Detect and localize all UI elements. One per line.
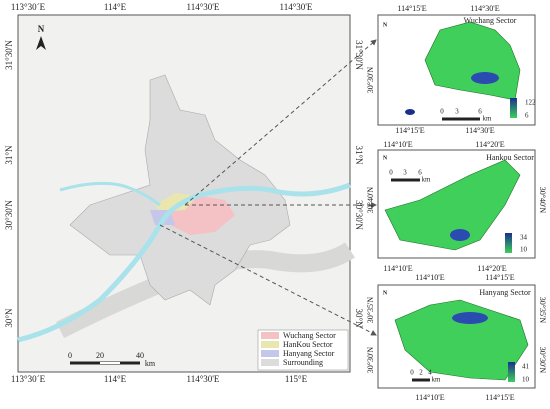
legend-label: Surrounding (283, 358, 323, 367)
lon-label: 114°E (104, 2, 127, 12)
lat-label: 30°N (354, 308, 364, 328)
lat-label: 31°N (4, 145, 14, 165)
scale-label: 0 (389, 169, 393, 177)
scale-unit: km (432, 376, 442, 384)
north-label: N (383, 290, 388, 296)
legend-min: 6 (525, 112, 529, 120)
lat-label: 30°30'N (366, 67, 375, 94)
scale-label: 3 (455, 108, 459, 116)
hotspot (452, 312, 488, 324)
scale-label: 0 (410, 369, 414, 377)
hanyang-raster (394, 299, 529, 381)
legend-label: HanKou Sector (283, 340, 333, 349)
lat-label: 30°30'N (366, 347, 375, 374)
lat-label: 30°30'N (4, 200, 14, 230)
surrounding-area (69, 74, 291, 306)
scale-label: 6 (478, 108, 482, 116)
lon-label: 114°10'E (383, 264, 412, 273)
inset-title: Hankou Sector (486, 153, 534, 162)
lat-label: 30°40'N (538, 187, 547, 214)
legend-min: 10 (522, 376, 530, 384)
lon-label: 113°30´E (11, 2, 46, 12)
leader-line (184, 39, 377, 206)
lon-label: 114°30'E (470, 4, 499, 13)
north-label: N (38, 24, 45, 34)
leader-line (159, 224, 377, 336)
legend-label: Hanyang Sector (283, 349, 335, 358)
inset-title: Hanyang Sector (479, 288, 531, 297)
legend-max: 34 (520, 234, 528, 242)
lat-label: 30°N (4, 308, 14, 328)
lat-label: 30°30'N (538, 347, 547, 374)
lon-label: 115°E (285, 374, 308, 384)
legend-swatch (261, 359, 279, 366)
color-ramp (508, 362, 515, 382)
lon-label: 114°30'E (465, 126, 494, 135)
scale-label: 6 (418, 169, 422, 177)
legend-swatch (261, 341, 279, 348)
river (17, 182, 351, 343)
lon-label: 114°E (104, 374, 127, 384)
scale-label: 0 (68, 351, 72, 360)
legend-max: 41 (522, 363, 530, 371)
lat-label: 30°30'N (354, 200, 364, 230)
lon-label: 114°10'E (383, 140, 412, 149)
scale-unit: km (422, 176, 432, 184)
scale-label: 4 (428, 369, 432, 377)
lon-label: 113°30´E (11, 374, 46, 384)
scale-label: 2 (419, 369, 423, 377)
inset-title: Wuchang Sector (464, 16, 517, 25)
color-ramp (510, 98, 517, 118)
scale-unit: km (145, 359, 156, 368)
lon-label: 114°15'E (397, 4, 426, 13)
lon-label: 114°15'E (485, 393, 514, 402)
lat-label: 31°30'N (354, 40, 364, 70)
scale-label: 40 (136, 351, 144, 360)
hankou-raster (384, 159, 521, 251)
hotspot (471, 72, 499, 84)
color-ramp (505, 233, 512, 253)
north-label: N (383, 155, 388, 161)
lon-label: 114°20'E (477, 264, 506, 273)
lon-label: 114°15'E (395, 126, 424, 135)
river (59, 181, 161, 207)
legend-min: 10 (520, 246, 528, 254)
lon-label: 114°10'E (415, 273, 444, 282)
lat-label: 30°35'N (538, 297, 547, 324)
legend-swatch (261, 332, 279, 339)
north-arrow (36, 36, 46, 50)
scale-label: 0 (440, 108, 444, 116)
north-label: N (383, 22, 388, 28)
lon-label: 114°30'E (280, 2, 313, 12)
lat-label: 31°N (354, 145, 364, 165)
scale-label: 3 (403, 169, 407, 177)
lon-label: 114°15'E (485, 273, 514, 282)
hotspot (405, 109, 415, 115)
hotspot (450, 229, 470, 241)
lon-label: 114°30'E (187, 374, 220, 384)
lat-label: 30°40'N (366, 187, 375, 214)
scale-label: 20 (96, 351, 104, 360)
lat-label: 31°30'N (4, 40, 14, 70)
lon-label: 114°20'E (475, 140, 504, 149)
lon-label: 114°10'E (415, 393, 444, 402)
lon-label: 114°30'E (187, 2, 220, 12)
lat-label: 30°35'N (366, 297, 375, 324)
legend-max: 122 (525, 99, 536, 107)
legend-label: Wuchang Sector (283, 331, 336, 340)
legend-swatch (261, 350, 279, 357)
scale-unit: km (483, 115, 493, 123)
